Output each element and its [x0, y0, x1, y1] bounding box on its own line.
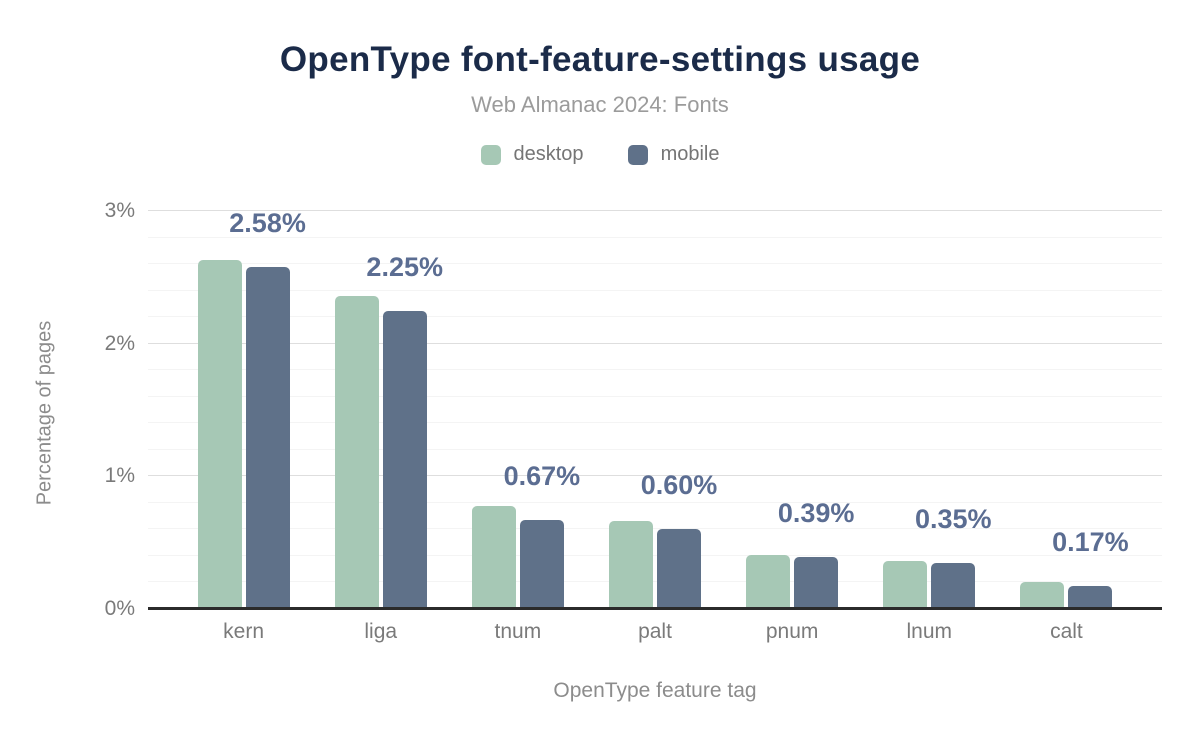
- legend-label-mobile: mobile: [660, 143, 720, 165]
- bar-desktop-liga: [334, 295, 379, 609]
- bar-desktop-pnum: [746, 554, 791, 609]
- gridline: [148, 369, 1162, 371]
- bar-value-label: 0.17%: [1052, 527, 1129, 558]
- bar-group-palt: 0.60%: [586, 211, 723, 609]
- bar-desktop-lnum: [883, 561, 928, 609]
- gridline: [148, 316, 1162, 318]
- y-tick-label: 3%: [104, 199, 135, 222]
- gridline: [148, 528, 1162, 530]
- legend: desktop mobile: [0, 143, 1200, 166]
- gridlines: [148, 210, 1162, 609]
- gridline: [148, 236, 1162, 238]
- plot-area: 2.58% 2.25% 0.67% 0.60% 0.39% 0.35% 0.17%: [148, 207, 1162, 610]
- y-tick-label: 2%: [104, 331, 135, 355]
- bar-value-label: 2.25%: [366, 251, 443, 282]
- bar-group-calt: 0.17%: [998, 211, 1135, 609]
- legend-swatch-desktop: [480, 144, 501, 165]
- legend-label-desktop: desktop: [513, 143, 584, 165]
- bar-value-label: 0.39%: [777, 498, 855, 529]
- category-label-pnum: pnum: [765, 620, 819, 643]
- x-axis-line: [148, 607, 1162, 610]
- bar-group-lnum: 0.35%: [861, 211, 998, 609]
- category-label-tnum: tnum: [494, 620, 542, 643]
- bar-desktop-kern: [197, 260, 242, 609]
- y-tick-label: 0%: [104, 597, 135, 620]
- category-label-kern: kern: [223, 620, 264, 643]
- gridline: [148, 448, 1162, 450]
- bar-mobile-pnum: [794, 557, 839, 609]
- gridline: [148, 395, 1162, 397]
- chart-title: OpenType font-feature-settings usage: [279, 40, 921, 79]
- bar-mobile-liga: [382, 310, 427, 609]
- x-axis-title: OpenType feature tag: [553, 679, 757, 702]
- bar-group-tnum: 0.67%: [449, 211, 586, 609]
- bar-value-label: 2.58%: [229, 207, 306, 238]
- y-tick-label: 1%: [104, 464, 135, 488]
- gridline: [148, 422, 1162, 424]
- bar-mobile-calt: [1068, 586, 1113, 609]
- chart-subtitle: Web Almanac 2024: Fonts: [471, 92, 729, 117]
- bar-desktop-tnum: [471, 505, 516, 609]
- legend-item-mobile: mobile: [627, 143, 720, 166]
- bar-group-liga: 2.25%: [312, 211, 449, 609]
- gridline: [148, 210, 1162, 211]
- bar-value-label: 0.60%: [640, 470, 718, 501]
- gridline: [148, 554, 1162, 556]
- category-label-calt: calt: [1050, 620, 1083, 643]
- bars-row: 2.58% 2.25% 0.67% 0.60% 0.39% 0.35% 0.17%: [148, 207, 1162, 609]
- bar-mobile-lnum: [931, 562, 976, 609]
- bar-group-pnum: 0.39%: [724, 211, 861, 609]
- legend-swatch-mobile: [627, 144, 648, 165]
- gridline: [148, 342, 1162, 344]
- legend-item-desktop: desktop: [480, 143, 584, 166]
- category-label-lnum: lnum: [906, 620, 953, 643]
- gridline: [148, 475, 1162, 477]
- bar-mobile-tnum: [519, 520, 564, 609]
- gridline: [148, 289, 1162, 291]
- x-axis-labels: kern liga tnum palt pnum lnum calt: [148, 620, 1162, 644]
- category-label-liga: liga: [364, 620, 398, 643]
- gridline: [148, 581, 1162, 583]
- bar-desktop-palt: [608, 521, 653, 609]
- bar-mobile-palt: [656, 529, 701, 609]
- bar-value-label: 0.35%: [914, 503, 992, 534]
- y-axis-ticks: 0% 1% 2% 3%: [0, 199, 135, 620]
- gridline: [148, 263, 1162, 265]
- bar-group-kern: 2.58%: [175, 207, 312, 609]
- bar-mobile-kern: [245, 266, 290, 609]
- bar-desktop-calt: [1020, 582, 1065, 609]
- bar-value-label: 0.67%: [503, 461, 581, 492]
- category-label-palt: palt: [638, 620, 672, 643]
- gridline: [148, 501, 1162, 503]
